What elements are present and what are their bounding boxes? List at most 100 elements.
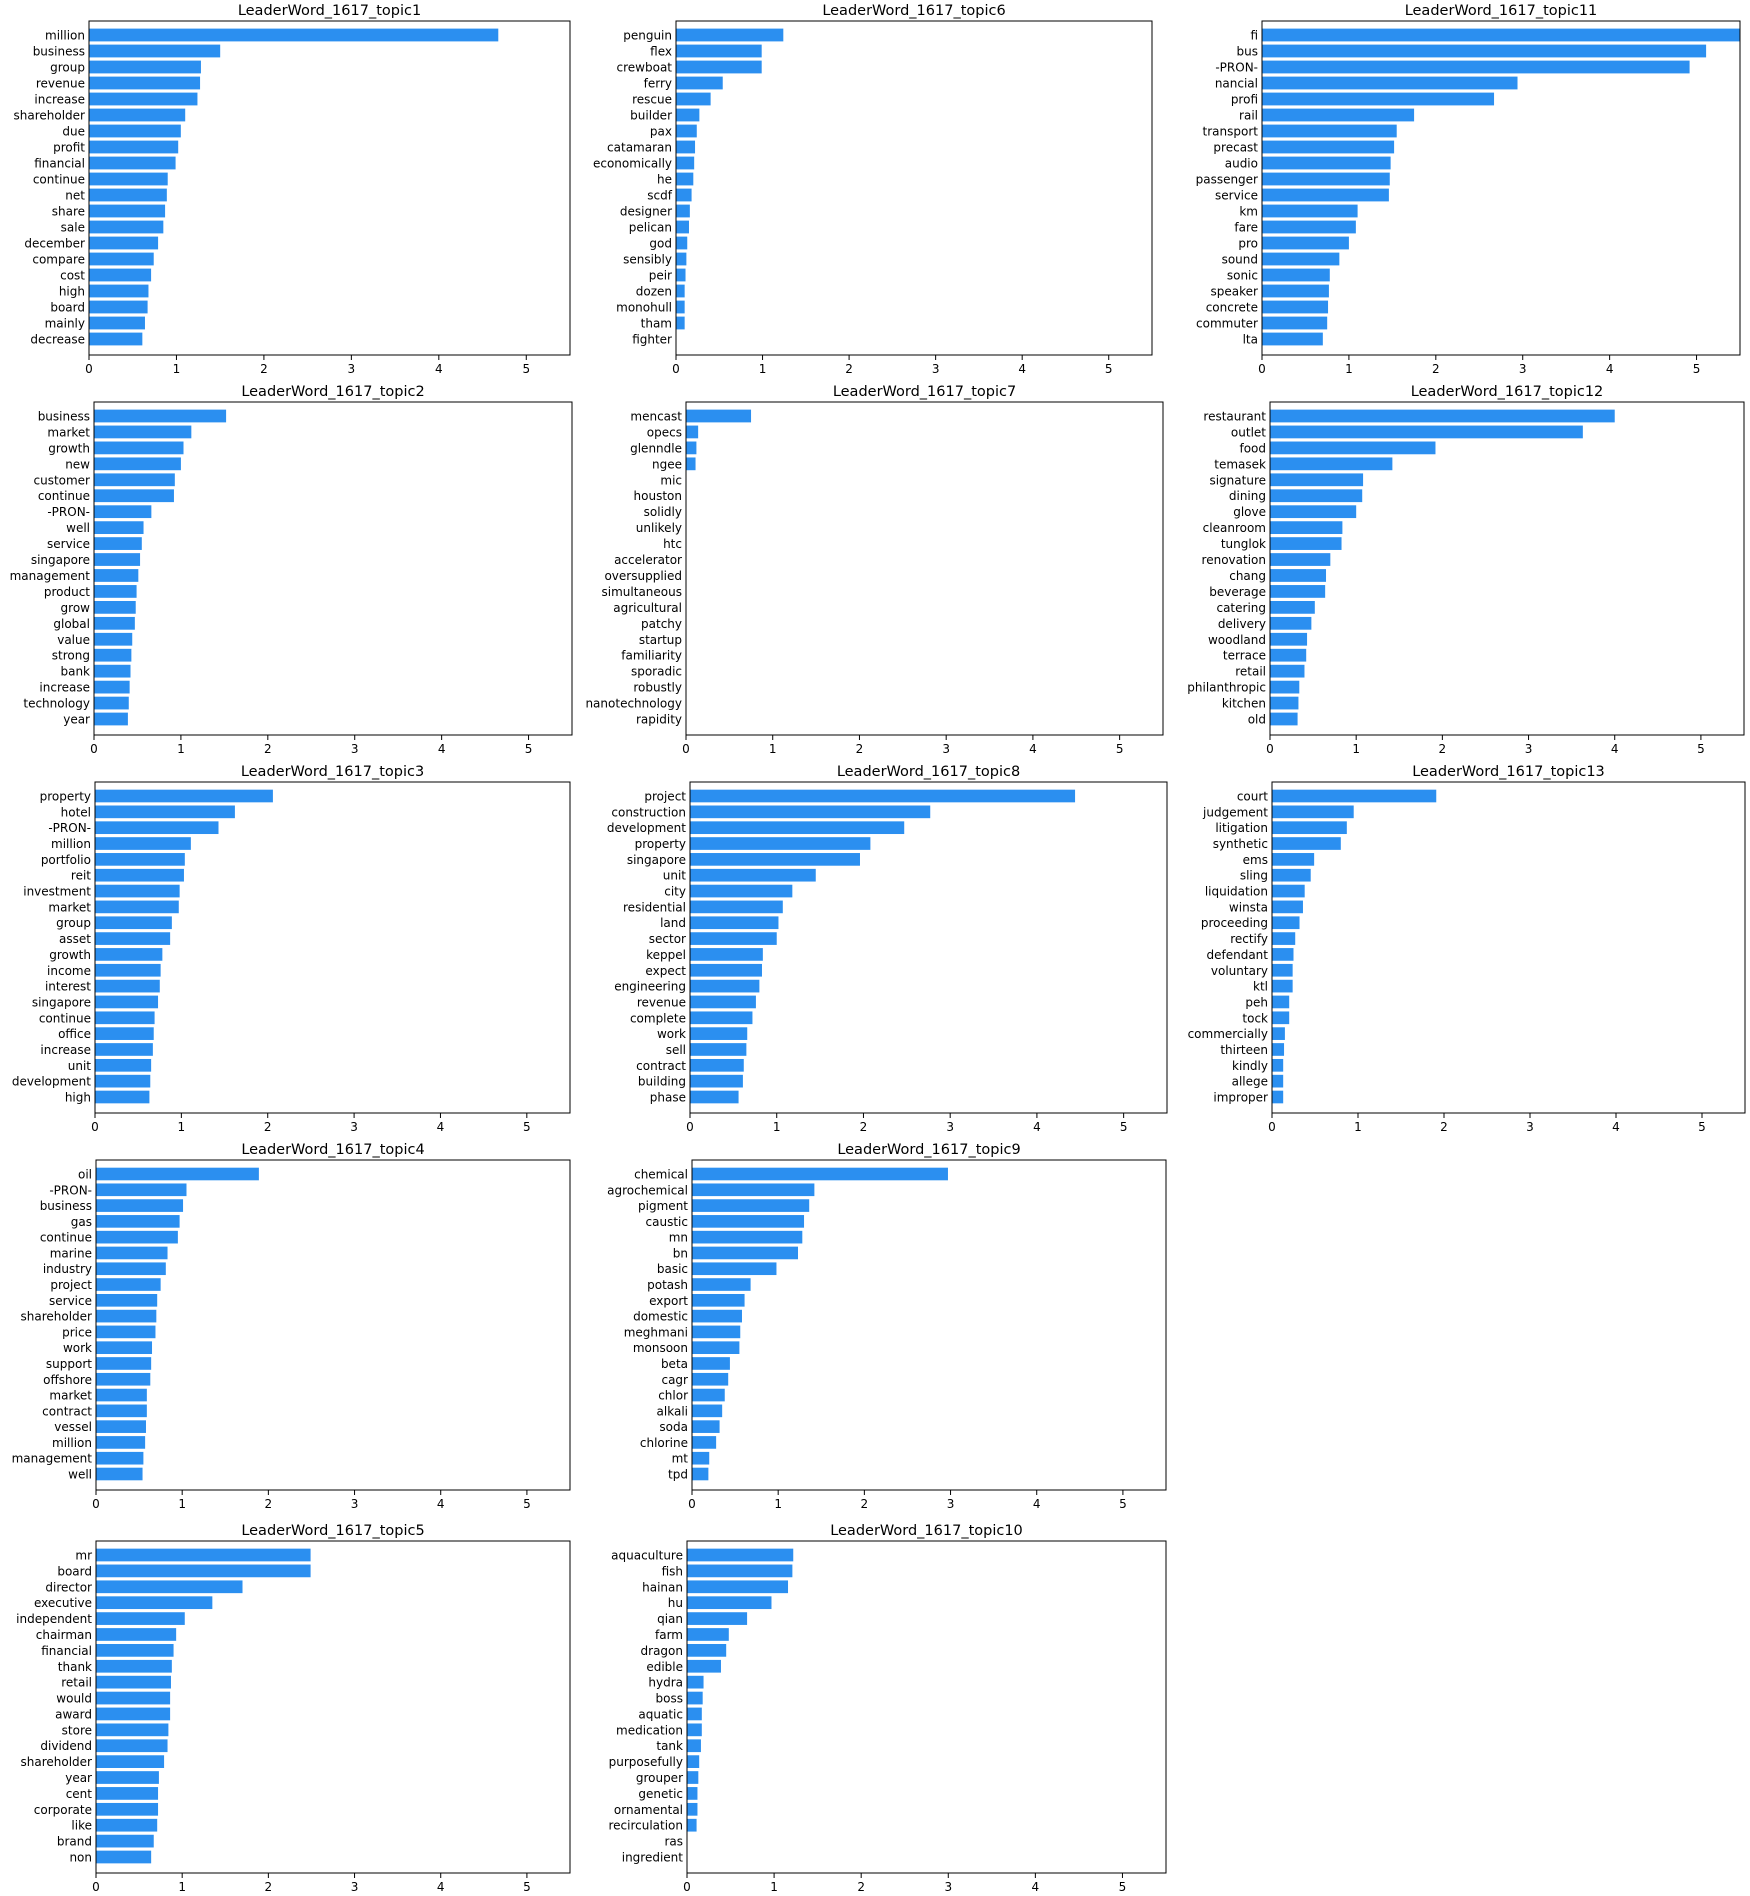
category-label: fish bbox=[662, 1564, 683, 1578]
x-tick-label: 5 bbox=[1693, 362, 1701, 376]
bar bbox=[690, 979, 760, 993]
category-label: proceeding bbox=[1201, 916, 1268, 930]
bar bbox=[96, 1278, 161, 1291]
category-label: litigation bbox=[1215, 821, 1268, 835]
bar bbox=[96, 1580, 243, 1594]
category-label: rapidity bbox=[636, 713, 682, 727]
bar bbox=[687, 1723, 702, 1737]
bar bbox=[1272, 948, 1294, 961]
category-label: passenger bbox=[1196, 173, 1258, 187]
category-label: synthetic bbox=[1213, 837, 1268, 851]
category-label: peh bbox=[1245, 995, 1268, 1009]
category-label: continue bbox=[39, 1011, 91, 1025]
chart-panel-11: LeaderWord_1617_topic9 chemicalagrochemic… bbox=[607, 1142, 1167, 1511]
category-label: hydra bbox=[648, 1676, 683, 1690]
bar bbox=[1272, 963, 1293, 977]
category-label: growth bbox=[49, 948, 91, 962]
category-label: bus bbox=[1237, 45, 1258, 59]
bar bbox=[95, 995, 159, 1009]
x-tick-label: 1 bbox=[1354, 1120, 1362, 1134]
bar bbox=[687, 1818, 697, 1832]
category-label: precast bbox=[1213, 141, 1258, 155]
x-tick-label: 3 bbox=[946, 1120, 954, 1134]
bar bbox=[687, 1659, 721, 1673]
chart-title: LeaderWord_1617_topic3 bbox=[241, 764, 424, 780]
bar bbox=[1262, 268, 1330, 282]
category-label: offshore bbox=[43, 1373, 92, 1387]
bar bbox=[692, 1372, 729, 1386]
bar bbox=[1270, 489, 1363, 503]
category-label: increase bbox=[39, 681, 90, 695]
bar bbox=[676, 28, 784, 42]
bar bbox=[676, 236, 688, 250]
category-label: bank bbox=[60, 665, 90, 679]
category-label: residential bbox=[623, 900, 686, 914]
bar bbox=[96, 1183, 187, 1197]
category-label: service bbox=[1215, 189, 1258, 203]
bar bbox=[690, 1058, 744, 1072]
bar bbox=[1270, 409, 1615, 423]
bar bbox=[1272, 821, 1347, 835]
bar bbox=[94, 505, 152, 519]
x-tick-label: 3 bbox=[1525, 742, 1533, 756]
bar bbox=[687, 1612, 748, 1625]
category-label: keppel bbox=[646, 948, 686, 962]
bar bbox=[94, 441, 184, 455]
bar bbox=[94, 521, 144, 535]
x-tick-label: 5 bbox=[1697, 742, 1705, 756]
category-label: profi bbox=[1231, 93, 1258, 107]
category-label: catamaran bbox=[607, 141, 672, 155]
category-label: retail bbox=[61, 1676, 92, 1690]
category-label: export bbox=[649, 1294, 688, 1308]
category-label: pigment bbox=[638, 1199, 688, 1213]
category-label: beverage bbox=[1209, 585, 1266, 599]
category-label: chlorine bbox=[640, 1436, 688, 1450]
category-label: restaurant bbox=[1203, 410, 1266, 424]
category-label: service bbox=[49, 1294, 92, 1308]
bar bbox=[690, 789, 1076, 803]
category-label: market bbox=[48, 900, 91, 914]
category-label: domestic bbox=[633, 1310, 688, 1324]
category-label: sector bbox=[649, 932, 686, 946]
x-tick-label: 3 bbox=[351, 1880, 359, 1894]
category-label: signature bbox=[1209, 473, 1266, 487]
bar bbox=[96, 1755, 165, 1768]
x-tick-label: 4 bbox=[1018, 362, 1026, 376]
category-label: defendant bbox=[1207, 948, 1269, 962]
bar bbox=[1272, 995, 1290, 1009]
bar bbox=[1272, 853, 1315, 866]
bar bbox=[690, 900, 783, 914]
bar bbox=[89, 252, 154, 266]
chart-title: LeaderWord_1617_topic4 bbox=[241, 1142, 424, 1158]
category-label: kindly bbox=[1232, 1059, 1268, 1073]
bar bbox=[95, 837, 191, 850]
x-tick-label: 1 bbox=[769, 742, 777, 756]
category-label: industry bbox=[43, 1262, 92, 1276]
bar bbox=[95, 1058, 152, 1072]
category-label: compare bbox=[32, 253, 85, 267]
category-label: designer bbox=[620, 205, 672, 219]
bar bbox=[687, 1596, 772, 1610]
x-tick-label: 4 bbox=[437, 1880, 445, 1894]
bar bbox=[96, 1372, 151, 1386]
plot-frame bbox=[685, 401, 1164, 736]
category-label: woodland bbox=[1208, 633, 1266, 647]
category-label: dividend bbox=[40, 1739, 92, 1753]
bar bbox=[94, 489, 174, 503]
x-tick-label: 3 bbox=[942, 742, 950, 756]
bar bbox=[690, 853, 860, 866]
category-label: income bbox=[47, 964, 91, 978]
bar bbox=[96, 1834, 154, 1848]
category-label: rail bbox=[1239, 109, 1258, 123]
bar bbox=[1272, 1058, 1284, 1072]
category-label: grouper bbox=[636, 1771, 683, 1785]
category-label: property bbox=[40, 790, 91, 804]
x-tick-label: 4 bbox=[1029, 742, 1037, 756]
plot-frame bbox=[88, 20, 571, 356]
bar bbox=[687, 1707, 702, 1721]
category-label: store bbox=[62, 1723, 92, 1737]
